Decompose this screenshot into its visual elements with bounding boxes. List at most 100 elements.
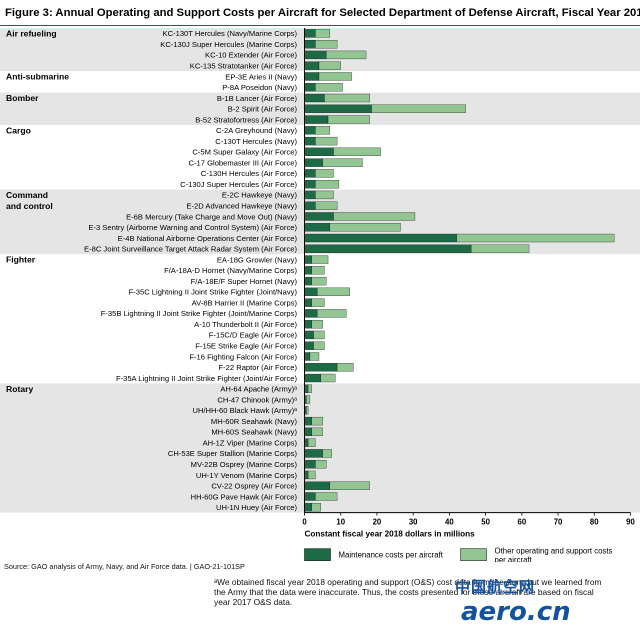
bar-maintenance	[304, 158, 323, 167]
bar-other	[322, 158, 363, 167]
bar-other	[315, 136, 338, 146]
footnote: ᵃWe obtained fiscal year 2018 operating …	[214, 577, 602, 607]
bar-other	[326, 50, 367, 60]
watermark-logo: 中国航空网aero.cn	[455, 576, 640, 627]
x-tick-label: 60	[517, 518, 526, 527]
x-tick-label: 90	[626, 518, 635, 527]
legend-swatch-other	[460, 548, 487, 561]
category-label: EA-18G Growler (Navy)	[217, 255, 298, 264]
category-label: C-2A Greyhound (Navy)	[216, 126, 298, 135]
category-label: E-6B Mercury (Take Charge and Move Out) …	[126, 212, 297, 221]
category-label: F-22 Raptor (Air Force)	[219, 363, 298, 372]
bar-other	[456, 233, 615, 243]
bar-maintenance	[304, 503, 312, 512]
x-tick-label: 80	[590, 518, 599, 527]
bar-maintenance	[304, 233, 457, 243]
category-label: AH-1Z Viper (Marine Corps)	[203, 438, 298, 447]
bar-other	[329, 481, 370, 490]
category-label: F/A-18E/F Super Hornet (Navy)	[191, 277, 298, 286]
bar-other	[315, 169, 334, 178]
group-label: Bomber	[6, 93, 39, 103]
bar-other	[322, 449, 332, 458]
bar-maintenance	[304, 481, 331, 490]
category-label: KC-10 Extender (Air Force)	[205, 51, 297, 60]
category-label: F-15E Strike Eagle (Air Force)	[195, 342, 297, 351]
bar-other	[315, 492, 338, 501]
bar-maintenance	[304, 449, 323, 458]
category-label: CH-47 Chinook (Army)ᵃ	[217, 395, 297, 404]
bar-maintenance	[304, 190, 316, 200]
bar-maintenance	[304, 470, 309, 480]
bar-other	[313, 341, 325, 350]
category-label: E-3 Sentry (Airborne Warning and Control…	[88, 223, 297, 232]
category-label: F-16 Fighting Falcon (Air Force)	[189, 352, 297, 361]
bar-other	[315, 190, 334, 200]
bar-maintenance	[304, 104, 372, 113]
group-band	[0, 383, 640, 513]
bar-other	[371, 104, 466, 113]
bar-maintenance	[304, 147, 334, 157]
x-tick-label: 0	[302, 518, 307, 527]
bar-maintenance	[304, 201, 316, 210]
bar-maintenance	[304, 416, 312, 426]
bar-other	[311, 416, 323, 426]
bar-other	[311, 427, 323, 437]
bar-other	[333, 147, 381, 157]
bar-other	[315, 83, 343, 92]
bar-maintenance	[304, 427, 312, 437]
bar-maintenance	[304, 180, 316, 189]
bar-maintenance	[304, 373, 321, 383]
category-label: HH-60G Pave Hawk (Air Force)	[191, 492, 298, 501]
category-label: KC-130J Super Hercules (Marine Corps)	[160, 40, 297, 49]
source-note: Source: GAO analysis of Army, Navy, and …	[4, 562, 245, 571]
bar-other	[315, 460, 327, 469]
category-label: B-1B Lancer (Air Force)	[217, 94, 298, 103]
bar-maintenance	[304, 212, 334, 221]
bar-maintenance	[304, 438, 309, 447]
legend-label-maintenance: Maintenance costs per aircraft	[339, 551, 444, 560]
category-label: F-35B Lightning II Joint Strike Fighter …	[101, 309, 298, 318]
bar-maintenance	[304, 61, 320, 70]
category-label: C-130J Super Hercules (Air Force)	[180, 180, 297, 189]
bar-maintenance	[304, 126, 316, 135]
bar-maintenance	[304, 330, 314, 340]
bar-other	[317, 309, 347, 318]
bar-maintenance	[304, 255, 312, 264]
bar-maintenance	[304, 169, 316, 178]
bar-maintenance	[304, 287, 318, 297]
bar-other	[307, 470, 316, 480]
bar-other	[311, 298, 325, 307]
bar-maintenance	[304, 492, 316, 501]
bar-other	[309, 352, 320, 361]
bar-other	[317, 287, 350, 297]
bar-maintenance	[304, 320, 312, 329]
category-label: UH-1Y Venom (Marine Corps)	[196, 471, 298, 480]
category-label: E-2C Hawkeye (Navy)	[222, 191, 298, 200]
category-label: C-130T Hercules (Navy)	[215, 137, 297, 146]
category-label: C-130H Hercules (Air Force)	[201, 169, 298, 178]
bar-maintenance	[304, 309, 318, 318]
category-label: E-4B National Airborne Operations Center…	[118, 234, 298, 243]
category-label: AH-64 Apache (Army)ᵃ	[220, 385, 297, 394]
category-label: UH-1N Huey (Air Force)	[216, 503, 297, 512]
bar-maintenance	[304, 266, 312, 275]
bar-other	[307, 384, 312, 393]
category-label: UH/HH-60 Black Hawk (Army)ᵃ	[192, 406, 297, 415]
bar-maintenance	[304, 352, 311, 361]
category-label: B-52 Stratofortress (Air Force)	[195, 115, 297, 124]
x-tick-label: 50	[481, 518, 490, 527]
watermark-text-cn: 中国航空网	[455, 578, 536, 596]
bar-maintenance	[304, 115, 329, 124]
group-label: Anti-submarine	[6, 72, 69, 82]
bar-other	[470, 244, 530, 253]
category-label: CV-22 Osprey (Air Force)	[211, 482, 297, 491]
category-label: E-2D Advanced Hawkeye (Navy)	[186, 202, 297, 211]
bar-maintenance	[304, 363, 338, 372]
bar-other	[307, 438, 316, 447]
bar-other	[329, 223, 401, 232]
x-axis-title: Constant fiscal year 2018 dollars in mil…	[305, 530, 476, 539]
category-label: KC-130T Hercules (Navy/Marine Corps)	[163, 29, 298, 38]
bar-maintenance	[304, 50, 327, 60]
bar-other	[315, 180, 340, 189]
legend-label-other: Other operating and support costs	[495, 547, 613, 556]
